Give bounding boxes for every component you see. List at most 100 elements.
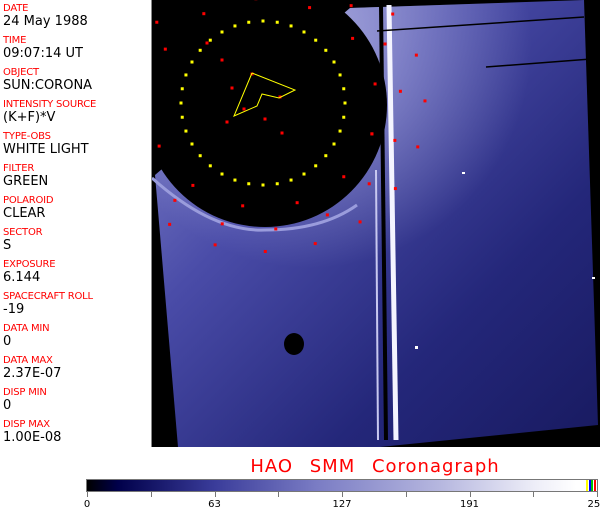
field-value: 0 <box>3 398 12 413</box>
field-value: CLEAR <box>3 206 46 221</box>
field-data-min: DATA MIN 0 <box>3 323 50 349</box>
overlay-dot <box>190 60 194 64</box>
field-label: TIME <box>3 35 27 46</box>
field-time: TIME 09:07:14 UT <box>3 35 83 61</box>
overlay-dot <box>275 20 279 24</box>
field-label: TYPE-OBS <box>3 131 51 142</box>
overlay-dot <box>423 99 427 103</box>
colorbar-tick <box>405 492 407 497</box>
overlay-dot <box>163 47 167 51</box>
overlay-dot <box>191 183 195 187</box>
overlay-dot <box>247 182 251 186</box>
colorbar-tick <box>469 492 471 497</box>
stars <box>415 172 595 349</box>
overlay-dot <box>263 249 267 253</box>
overlay-dot <box>157 144 161 148</box>
colorbar-tick-label: 63 <box>208 499 221 510</box>
field-type-obs: TYPE-OBS WHITE LIGHT <box>3 131 89 157</box>
field-date: DATE 24 May 1988 <box>3 3 88 29</box>
field-disp-min: DISP MIN 0 <box>3 387 47 413</box>
overlay-dot <box>208 38 212 42</box>
overlay-dot <box>198 154 202 158</box>
field-label: OBJECT <box>3 67 39 78</box>
field-data-max: DATA MAX 2.37E-07 <box>3 355 61 381</box>
colorbar-tick <box>214 492 216 497</box>
field-label: DATA MIN <box>3 323 50 334</box>
overlay-dot <box>241 204 245 208</box>
colorbar-marker <box>593 480 596 491</box>
field-sector: SECTOR S <box>3 227 43 253</box>
colorbar-marker <box>586 480 588 491</box>
colorbar-tick-label: 127 <box>332 499 352 510</box>
overlay-dot <box>275 182 279 186</box>
field-label: DATE <box>3 3 29 14</box>
colorbar-tick <box>87 492 88 497</box>
overlay-dot <box>208 164 212 168</box>
field-value: 09:07:14 UT <box>3 46 83 61</box>
overlay-dot <box>349 4 353 8</box>
overlay-dot <box>261 183 265 187</box>
coronagraph-svg <box>99 0 598 447</box>
overlay-dot <box>173 198 177 202</box>
field-value: GREEN <box>3 174 49 189</box>
field-filter: FILTER GREEN <box>3 163 48 189</box>
overlay-dot <box>308 6 312 10</box>
field-value: -19 <box>3 302 25 317</box>
field-label: SPACECRAFT ROLL <box>3 291 93 302</box>
overlay-dot <box>184 129 188 133</box>
overlay-dot <box>302 30 306 34</box>
field-label: FILTER <box>3 163 35 174</box>
colorbar-marker <box>591 480 593 491</box>
field-value: SUN:CORONA <box>3 78 93 93</box>
overlay-dot <box>383 42 387 46</box>
overlay-dot <box>358 220 362 224</box>
overlay-dot <box>220 58 224 62</box>
overlay-dot <box>230 86 234 90</box>
image-title: HAO SMM Coronagraph <box>250 456 500 477</box>
overlay-dot <box>416 145 420 149</box>
overlay-dot <box>198 48 202 52</box>
overlay-dot <box>325 213 329 217</box>
overlay-dot <box>261 19 265 23</box>
overlay-dot <box>414 53 418 57</box>
overlay-dot <box>263 117 267 121</box>
info-panel: DATE 24 May 1988 TIME 09:07:14 UT OBJECT SUN:… <box>0 0 152 447</box>
overlay-dot <box>179 101 183 105</box>
field-disp-max: DISP MAX 1.00E-08 <box>3 419 61 445</box>
colorbar-tick-label: 191 <box>459 499 480 510</box>
overlay-dot <box>247 20 251 24</box>
overlay-dot <box>190 142 194 146</box>
colorbar-tick <box>150 492 152 497</box>
overlay-dot <box>220 222 224 226</box>
overlay-dot <box>338 73 342 77</box>
overlay-dot <box>302 172 306 176</box>
colorbar-tick-label: 0 <box>83 499 91 510</box>
overlay-dot <box>184 73 188 77</box>
colorbar-tick <box>278 492 280 497</box>
overlay-dot <box>314 38 318 42</box>
overlay-dot <box>280 131 284 135</box>
overlay-dot <box>343 101 347 105</box>
overlay-dot <box>373 82 377 86</box>
overlay-dot <box>233 24 237 28</box>
overlay-dot <box>180 87 184 91</box>
overlay-dot <box>351 36 355 40</box>
colorbar-tick <box>342 492 343 497</box>
overlay-dot <box>180 115 184 119</box>
overlay-dot <box>342 175 346 179</box>
overlay-dot <box>225 120 229 124</box>
overlay-dot <box>391 12 395 16</box>
pylon-bright <box>386 4 399 441</box>
overlay-dots <box>99 0 427 253</box>
overlay-dot <box>314 164 318 168</box>
overlay-dot <box>332 60 336 64</box>
overlay-dot <box>242 107 246 111</box>
overlay-dot <box>168 222 172 226</box>
field-intensity-source: INTENSITY SOURCE (K+F)*V <box>3 99 96 125</box>
field-label: DISP MIN <box>3 387 47 398</box>
field-label: DATA MAX <box>3 355 53 366</box>
scan-line <box>376 16 585 32</box>
colorbar-marker <box>588 480 591 491</box>
overlay-dot <box>274 227 278 231</box>
overlay-dot <box>233 178 237 182</box>
